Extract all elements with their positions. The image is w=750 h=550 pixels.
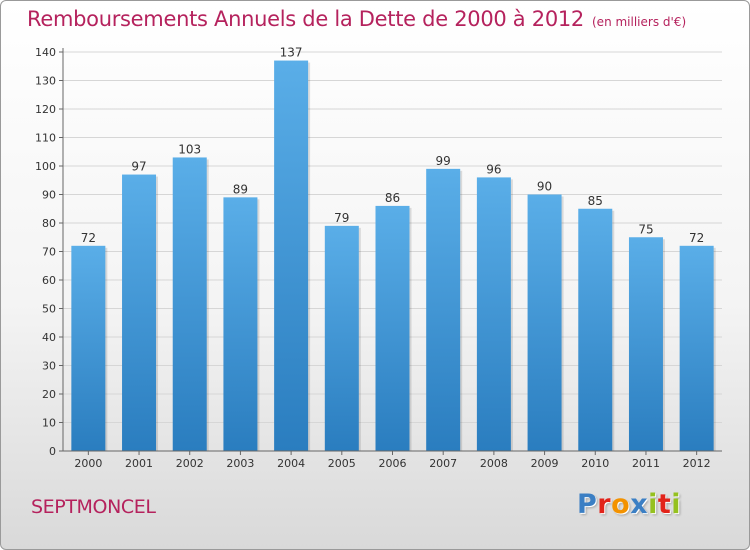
bar bbox=[527, 194, 562, 451]
y-tick-label: 100 bbox=[35, 160, 56, 173]
bar-group: 103 bbox=[172, 142, 209, 451]
bar bbox=[71, 245, 106, 451]
logo-letter: r bbox=[597, 489, 612, 520]
chart-unit-label: (en milliers d'€) bbox=[592, 15, 687, 29]
x-tick-label: 2005 bbox=[328, 457, 356, 470]
x-tick-label: 2001 bbox=[125, 457, 153, 470]
x-tick-label: 2002 bbox=[176, 457, 204, 470]
y-tick-label: 20 bbox=[42, 388, 56, 401]
commune-name: SEPTMONCEL bbox=[31, 496, 156, 518]
bar-value-label: 79 bbox=[334, 211, 349, 225]
bar-value-label: 137 bbox=[280, 46, 303, 60]
bar-value-label: 103 bbox=[178, 142, 201, 156]
x-axis: 2000 2001 2002 2003 2004 2005 2006 2007 2008 2009… bbox=[63, 450, 722, 470]
x-tick-label: 2004 bbox=[277, 457, 305, 470]
bar-value-label: 97 bbox=[131, 160, 146, 174]
bar bbox=[122, 174, 157, 452]
bar-group: 89 bbox=[223, 182, 260, 451]
bars: 72 97 103 89 137 79 86 99 96 90 85 75 72 bbox=[71, 46, 716, 452]
y-tick-label: 120 bbox=[35, 103, 56, 116]
bar-value-label: 90 bbox=[537, 180, 552, 194]
x-tick-label: 2009 bbox=[531, 457, 559, 470]
bar-value-label: 96 bbox=[486, 162, 501, 176]
chart-title: Remboursements Annuels de la Dette de 20… bbox=[27, 7, 686, 31]
bar-value-label: 72 bbox=[81, 231, 96, 245]
logo-letter: x bbox=[630, 489, 649, 520]
bar-value-label: 99 bbox=[436, 154, 451, 168]
x-tick-label: 2012 bbox=[683, 457, 711, 470]
bar bbox=[628, 237, 663, 451]
bar-value-label: 85 bbox=[588, 194, 603, 208]
y-tick-label: 70 bbox=[42, 246, 56, 259]
y-tick-label: 40 bbox=[42, 331, 56, 344]
bar-group: 86 bbox=[375, 191, 412, 451]
x-tick-label: 2011 bbox=[632, 457, 660, 470]
bar-group: 72 bbox=[71, 231, 108, 451]
logo-letter: t bbox=[657, 489, 672, 520]
logo-letter: i bbox=[648, 489, 658, 520]
bar bbox=[426, 168, 461, 451]
x-tick-label: 2006 bbox=[379, 457, 407, 470]
bar bbox=[324, 225, 359, 451]
chart-title-text: Remboursements Annuels de la Dette de 20… bbox=[27, 7, 584, 31]
y-tick-label: 30 bbox=[42, 360, 56, 373]
logo-letter: P bbox=[577, 489, 598, 520]
bar-group: 85 bbox=[578, 194, 615, 451]
bar-group: 97 bbox=[122, 160, 159, 452]
x-tick-label: 2003 bbox=[226, 457, 254, 470]
bar bbox=[476, 177, 511, 451]
bar-group: 96 bbox=[476, 162, 513, 451]
y-tick-label: 60 bbox=[42, 274, 56, 287]
bar-value-label: 86 bbox=[385, 191, 400, 205]
x-tick-label: 2007 bbox=[429, 457, 457, 470]
x-tick-label: 2008 bbox=[480, 457, 508, 470]
logo-letter: o bbox=[611, 489, 631, 520]
y-tick-label: 110 bbox=[35, 132, 56, 145]
bar bbox=[172, 157, 207, 451]
y-tick-label: 80 bbox=[42, 217, 56, 230]
y-tick-label: 10 bbox=[42, 417, 56, 430]
y-tick-label: 140 bbox=[35, 46, 56, 59]
y-tick-label: 130 bbox=[35, 75, 56, 88]
y-tick-label: 0 bbox=[49, 445, 56, 458]
bar-group: 72 bbox=[679, 231, 716, 451]
proxiti-logo: Proxiti bbox=[577, 489, 681, 520]
bar-group: 99 bbox=[426, 154, 463, 451]
y-axis: 0 10 20 30 40 50 60 70 80 90 100 110 120 130 140 bbox=[35, 46, 64, 458]
x-tick-label: 2000 bbox=[74, 457, 102, 470]
logo-letter: i bbox=[671, 489, 682, 520]
x-tick-label: 2010 bbox=[581, 457, 609, 470]
bar bbox=[223, 197, 258, 451]
bar bbox=[679, 245, 714, 451]
bar-group: 90 bbox=[527, 180, 564, 451]
bar-value-label: 89 bbox=[233, 182, 248, 196]
bar-group: 79 bbox=[324, 211, 361, 451]
bar bbox=[578, 208, 613, 451]
y-tick-label: 90 bbox=[42, 189, 56, 202]
y-tick-label: 50 bbox=[42, 303, 56, 316]
bar bbox=[274, 60, 309, 452]
bar-value-label: 72 bbox=[689, 231, 704, 245]
bar-group: 75 bbox=[628, 222, 665, 451]
bar-group: 137 bbox=[274, 46, 311, 452]
bar-value-label: 75 bbox=[638, 222, 653, 236]
bar bbox=[375, 205, 410, 451]
